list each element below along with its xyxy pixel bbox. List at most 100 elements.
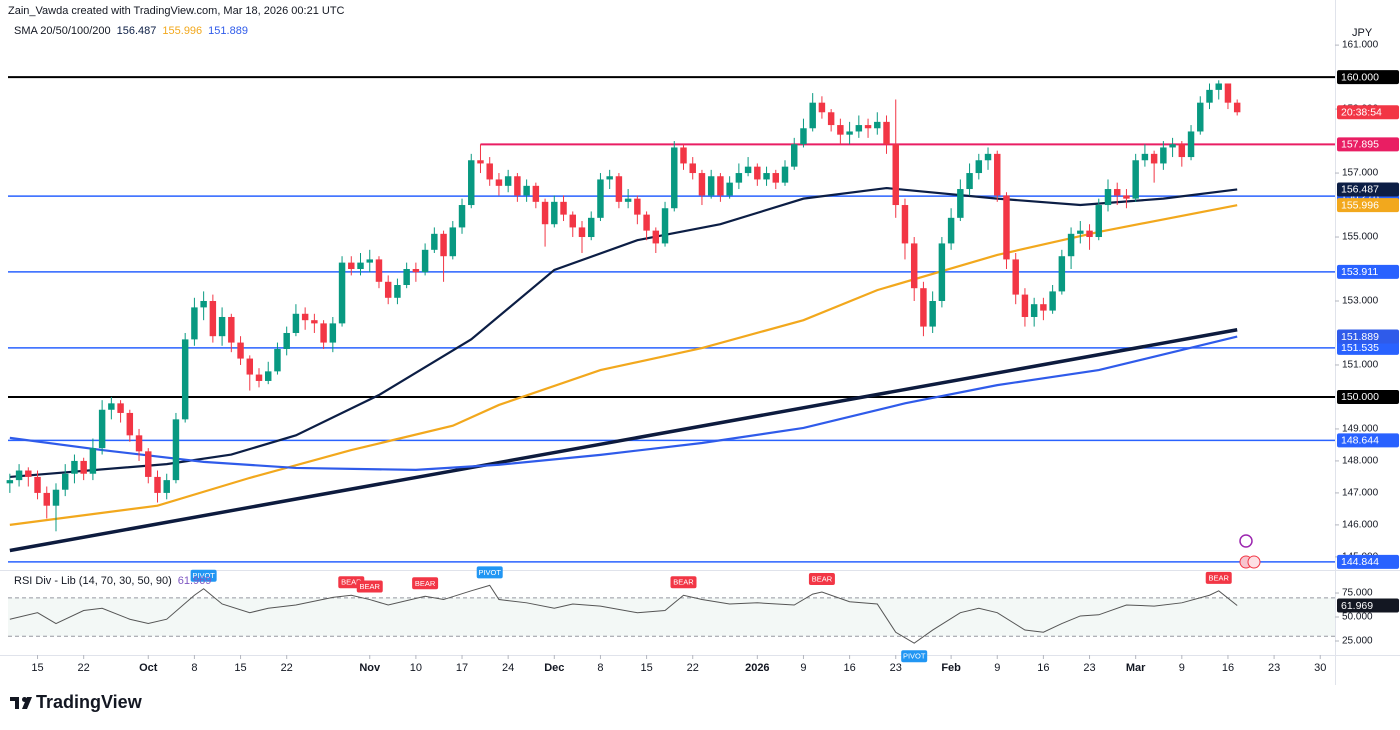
- candle-body: [329, 323, 337, 343]
- price-label: 150.000: [1341, 391, 1379, 403]
- candle-body: [966, 173, 973, 190]
- candle-body: [1021, 294, 1029, 317]
- candle-body: [901, 205, 909, 244]
- candle-body: [394, 285, 401, 298]
- y-tick-label: 146.000: [1342, 520, 1379, 531]
- candle-body: [763, 173, 770, 180]
- candle-body: [403, 269, 410, 285]
- x-tick-label: 17: [456, 662, 468, 674]
- candle-body: [652, 230, 660, 244]
- rsi-line: [9, 584, 1238, 644]
- x-tick-label: 9: [800, 662, 806, 674]
- candle-body: [1141, 153, 1149, 161]
- rsi-signal-box: [356, 580, 383, 593]
- candle-body: [98, 409, 106, 449]
- candle-body: [855, 125, 863, 132]
- candle-body: [1077, 230, 1084, 234]
- candle-body: [15, 470, 23, 481]
- x-tick-label: Dec: [544, 662, 564, 674]
- candle-body: [772, 173, 780, 183]
- candle-body: [71, 460, 78, 474]
- candle-body: [1104, 189, 1112, 206]
- x-tick-label: 23: [1268, 662, 1280, 674]
- candle-body: [1040, 304, 1047, 311]
- price-label: 153.911: [1341, 266, 1378, 278]
- candle-body: [541, 201, 549, 225]
- candle-body: [1113, 189, 1121, 196]
- candle-body: [1012, 259, 1019, 295]
- candle-body: [191, 307, 198, 340]
- candle-body: [717, 176, 724, 196]
- candle-body: [671, 147, 678, 209]
- candle-body: [412, 269, 420, 273]
- x-tick-label: 10: [410, 662, 422, 674]
- price-label: 155.996: [1341, 199, 1379, 211]
- candle-body: [920, 288, 927, 327]
- indicator-title: SMA 20/50/100/200: [14, 25, 111, 37]
- candle-body: [135, 435, 143, 452]
- x-tick-label: 23: [890, 662, 902, 674]
- candle-body: [468, 160, 475, 206]
- rsi-signal-box: [808, 572, 835, 585]
- candle-body: [1169, 144, 1176, 148]
- candle-body: [809, 102, 816, 129]
- candle-body: [606, 176, 613, 180]
- y-tick-label: 155.000: [1342, 232, 1379, 243]
- alert-icon[interactable]: [1239, 534, 1253, 548]
- candle-body: [569, 214, 576, 228]
- candle-body: [320, 323, 327, 343]
- candle-body: [89, 448, 97, 474]
- brand: TradingView: [36, 692, 143, 712]
- candle-body: [246, 358, 254, 375]
- candle-body: [218, 316, 226, 337]
- rsi-signal-label: BEAR: [1209, 573, 1230, 582]
- candle-body: [726, 182, 733, 196]
- price-label-box: [1337, 264, 1399, 279]
- rsi-signal-box: [476, 566, 503, 579]
- candle-body: [1067, 233, 1075, 257]
- candle-body: [348, 262, 355, 270]
- candle-body: [108, 403, 115, 410]
- x-tick-label: 8: [191, 662, 197, 674]
- candle-body: [1187, 131, 1195, 158]
- event-icon[interactable]: [1247, 555, 1261, 569]
- candle-body: [200, 300, 207, 308]
- x-tick-label: Feb: [941, 662, 961, 674]
- x-tick-label: 9: [1179, 662, 1185, 674]
- price-label-box: [1337, 105, 1399, 120]
- x-tick-label: Nov: [359, 662, 381, 674]
- rsi-band: [8, 597, 1335, 637]
- candle-body: [975, 160, 983, 174]
- candle-body: [514, 176, 521, 196]
- candle-body: [661, 208, 669, 244]
- candle-body: [172, 419, 180, 481]
- price-label-box: [1337, 554, 1399, 569]
- price-label-box: [1337, 329, 1399, 344]
- price-label-box: [1337, 198, 1399, 213]
- rsi-signal-label: BEAR: [673, 578, 694, 587]
- price-label-box: [1337, 137, 1399, 152]
- candle-body: [61, 473, 69, 490]
- candle-body: [938, 243, 946, 301]
- candle-body: [181, 339, 189, 420]
- rsi-signal-box: [190, 569, 217, 582]
- rsi-tick-label: 25.000: [1342, 636, 1373, 647]
- candle-body: [523, 185, 530, 196]
- candle-body: [994, 153, 1001, 196]
- price-label: 160.000: [1341, 71, 1379, 83]
- candle-body: [800, 128, 807, 145]
- candle-body: [680, 147, 687, 164]
- x-tick-label: 8: [597, 662, 603, 674]
- x-tick-label: 22: [687, 662, 699, 674]
- rsi-signal-box: [412, 577, 439, 590]
- candle-body: [311, 320, 318, 324]
- candle-body: [984, 153, 992, 161]
- candle-body: [597, 179, 604, 218]
- price-label-box: [1337, 182, 1399, 197]
- candle-body: [1003, 195, 1010, 260]
- y-tick-label: 157.000: [1342, 168, 1379, 179]
- legend-value: 156.487: [117, 25, 157, 37]
- brand-logo[interactable]: TradingView: [10, 692, 143, 712]
- rsi-signal-box: [670, 576, 697, 589]
- candle-body: [698, 173, 706, 196]
